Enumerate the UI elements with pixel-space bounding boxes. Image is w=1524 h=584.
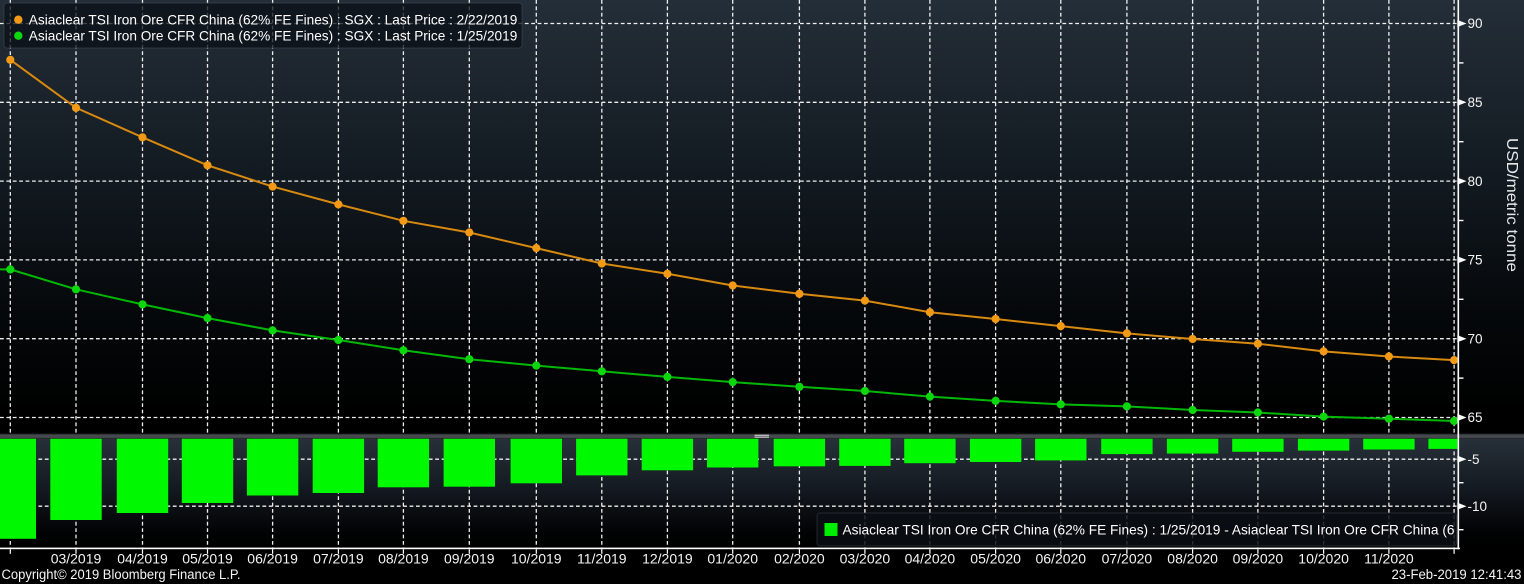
svg-text:06/2019: 06/2019	[247, 551, 298, 567]
svg-text:04/2020: 04/2020	[905, 551, 956, 567]
svg-text:07/2019: 07/2019	[313, 551, 364, 567]
svg-text:01/2020: 01/2020	[707, 551, 758, 567]
svg-text:10/2020: 10/2020	[1298, 551, 1349, 567]
svg-text:03/2019: 03/2019	[51, 551, 102, 567]
svg-text:09/2020: 09/2020	[1233, 551, 1284, 567]
svg-text:-10: -10	[1468, 499, 1488, 514]
svg-text:Asiaclear TSI Iron Ore CFR Chi: Asiaclear TSI Iron Ore CFR China (62% FE…	[29, 27, 518, 43]
svg-text:Asiaclear TSI Iron Ore CFR Chi: Asiaclear TSI Iron Ore CFR China (62% FE…	[843, 521, 1455, 537]
svg-text:05/2019: 05/2019	[182, 551, 233, 567]
svg-text:03/2020: 03/2020	[840, 551, 891, 567]
svg-text:-5: -5	[1468, 452, 1480, 467]
svg-text:02/2020: 02/2020	[774, 551, 825, 567]
svg-text:USD/metric tonne: USD/metric tonne	[1503, 138, 1520, 272]
svg-text:06/2020: 06/2020	[1035, 551, 1086, 567]
svg-text:85: 85	[1468, 95, 1483, 110]
svg-text:08/2019: 08/2019	[378, 551, 429, 567]
svg-text:23-Feb-2019 12:41:43: 23-Feb-2019 12:41:43	[1392, 566, 1522, 582]
svg-text:70: 70	[1468, 331, 1483, 346]
svg-text:09/2019: 09/2019	[444, 551, 495, 567]
svg-text:80: 80	[1468, 174, 1483, 189]
svg-text:11/2019: 11/2019	[577, 551, 627, 567]
svg-text:04/2019: 04/2019	[117, 551, 168, 567]
svg-text:08/2020: 08/2020	[1167, 551, 1218, 567]
svg-text:Copyright© 2019 Bloomberg Fina: Copyright© 2019 Bloomberg Finance L.P.	[2, 567, 241, 582]
svg-text:75: 75	[1468, 253, 1483, 268]
svg-text:90: 90	[1468, 16, 1483, 31]
svg-text:10/2019: 10/2019	[511, 551, 562, 567]
svg-text:11/2020: 11/2020	[1364, 551, 1414, 567]
svg-text:05/2020: 05/2020	[970, 551, 1021, 567]
svg-text:07/2020: 07/2020	[1102, 551, 1153, 567]
svg-text:65: 65	[1468, 410, 1483, 425]
svg-text:12/2019: 12/2019	[642, 551, 693, 567]
svg-text:Asiaclear TSI Iron Ore CFR Chi: Asiaclear TSI Iron Ore CFR China (62% FE…	[29, 11, 518, 27]
